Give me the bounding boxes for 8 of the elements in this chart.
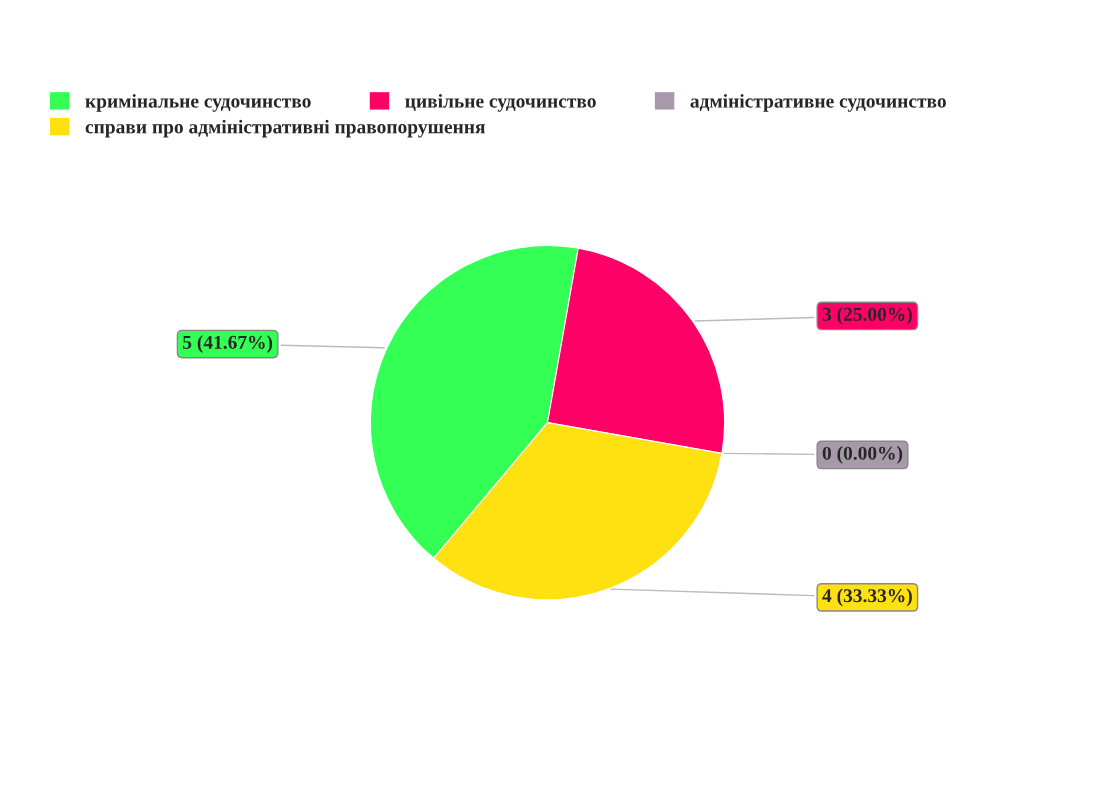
data-label: 5 (41.67%) (183, 335, 273, 353)
data-label: 4 (33.33%) (822, 588, 912, 607)
legend-label: цивільне судочинство (405, 94, 596, 112)
text: 0 (0.00%) (822, 446, 903, 464)
legend-label: адміністративне судочинство (690, 94, 946, 112)
legend-label: справи про адміністративні правопорушення (85, 119, 486, 138)
legend-label: кримінальне судочинство (85, 94, 311, 112)
data-label: 3 (25.00%) (822, 307, 912, 325)
